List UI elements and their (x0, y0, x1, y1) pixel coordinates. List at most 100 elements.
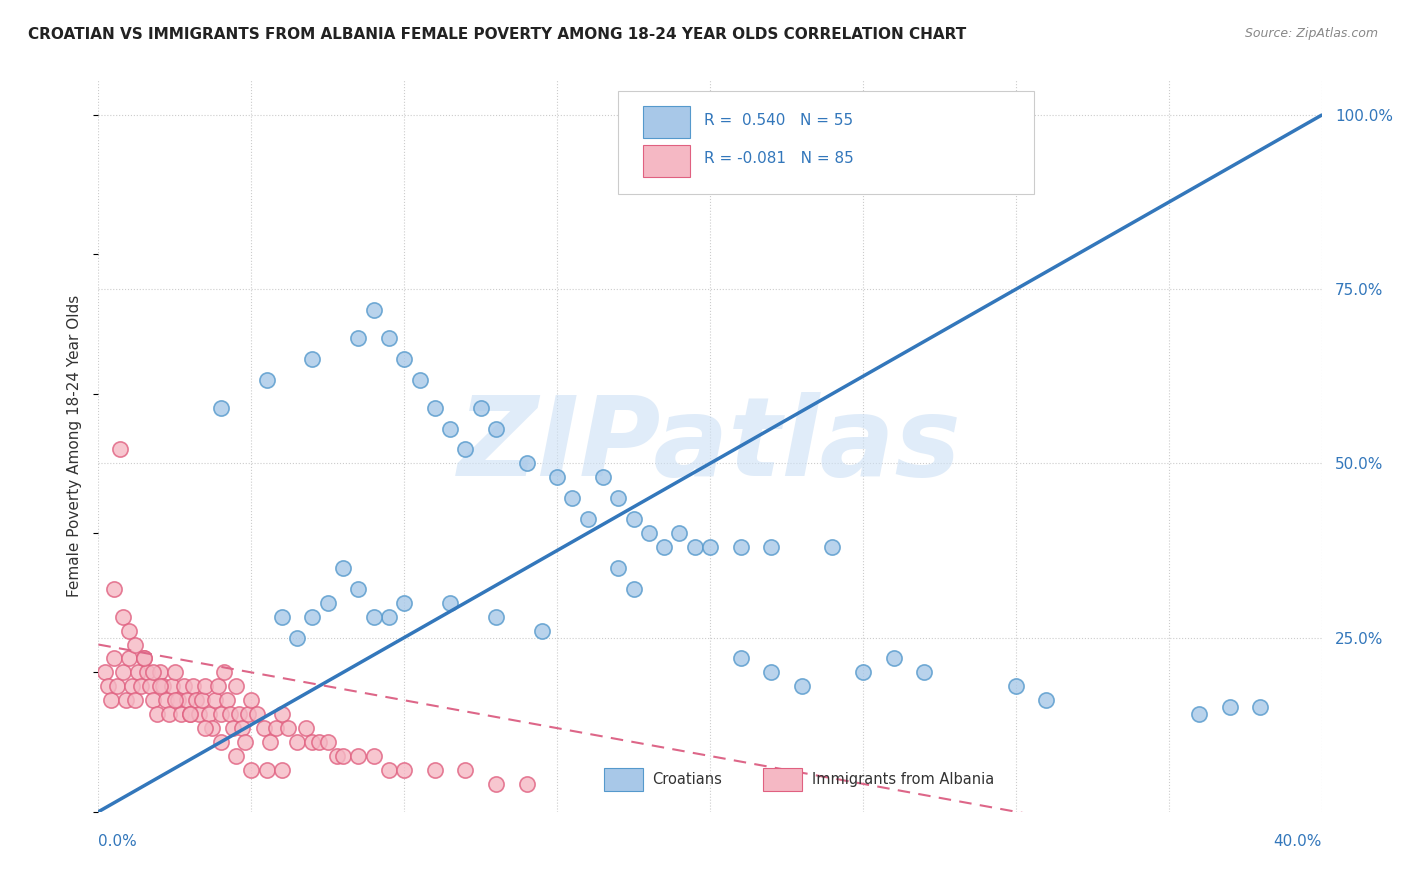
Point (209, 401, 232, 415)
Point (730, 540, 752, 554)
Point (516, 457, 538, 471)
Text: Croatians: Croatians (652, 772, 723, 787)
Point (200, 721, 222, 735)
Point (111, 665, 134, 680)
Point (623, 512, 645, 526)
Point (207, 679, 229, 693)
Point (188, 707, 211, 722)
Text: R = -0.081   N = 85: R = -0.081 N = 85 (704, 151, 853, 166)
Point (197, 707, 219, 722)
Point (423, 401, 446, 415)
Point (129, 679, 152, 693)
Point (127, 665, 149, 680)
Point (100, 693, 122, 707)
FancyBboxPatch shape (619, 91, 1035, 194)
Point (392, 351, 416, 366)
Point (225, 679, 247, 693)
Point (439, 421, 461, 435)
Point (157, 707, 180, 722)
Point (264, 721, 287, 735)
Point (118, 651, 141, 665)
Text: ZIPatlas: ZIPatlas (458, 392, 962, 500)
Point (699, 540, 721, 554)
Point (105, 679, 128, 693)
Point (124, 638, 146, 652)
Point (423, 763, 446, 777)
Point (316, 735, 339, 749)
Point (363, 303, 385, 318)
Point (378, 609, 401, 624)
Point (228, 707, 250, 722)
Point (149, 665, 172, 680)
Point (485, 777, 508, 791)
Point (1188, 707, 1211, 722)
Point (134, 651, 156, 665)
Point (186, 693, 208, 707)
Text: 0.0%: 0.0% (98, 834, 138, 849)
Point (256, 763, 278, 777)
Point (607, 561, 630, 575)
Point (209, 735, 232, 749)
Point (546, 470, 568, 484)
Point (121, 679, 143, 693)
Point (246, 707, 269, 722)
Point (215, 693, 238, 707)
Point (485, 421, 508, 435)
Point (759, 540, 782, 554)
Point (392, 596, 416, 610)
Point (790, 679, 813, 693)
Point (270, 707, 292, 722)
Point (1219, 700, 1241, 714)
Point (149, 679, 172, 693)
Point (118, 624, 141, 638)
Point (759, 665, 782, 680)
Point (170, 707, 193, 722)
Point (209, 707, 232, 722)
Y-axis label: Female Poverty Among 18-24 Year Olds: Female Poverty Among 18-24 Year Olds (67, 295, 83, 597)
Point (163, 665, 186, 680)
Point (363, 749, 385, 764)
Point (222, 721, 245, 735)
Point (285, 631, 308, 645)
Point (124, 693, 146, 707)
Point (454, 763, 477, 777)
Point (233, 735, 256, 749)
Point (592, 470, 614, 484)
Point (194, 679, 217, 693)
Point (103, 651, 125, 665)
Point (301, 609, 323, 624)
Point (623, 582, 645, 596)
Point (912, 665, 935, 680)
Point (163, 693, 186, 707)
Point (347, 582, 370, 596)
Point (173, 679, 195, 693)
Point (97, 679, 120, 693)
Text: 40.0%: 40.0% (1274, 834, 1322, 849)
Text: Source: ZipAtlas.com: Source: ZipAtlas.com (1244, 27, 1378, 40)
Point (103, 582, 125, 596)
Text: CROATIAN VS IMMIGRANTS FROM ALBANIA FEMALE POVERTY AMONG 18-24 YEAR OLDS CORRELA: CROATIAN VS IMMIGRANTS FROM ALBANIA FEMA… (28, 27, 966, 42)
Point (145, 707, 167, 722)
Point (576, 512, 599, 526)
Point (326, 749, 349, 764)
Point (225, 749, 247, 764)
Text: Immigrants from Albania: Immigrants from Albania (811, 772, 994, 787)
Point (134, 651, 156, 665)
Point (252, 721, 274, 735)
Point (238, 707, 260, 722)
Point (212, 665, 235, 680)
Point (378, 331, 401, 345)
Point (179, 707, 201, 722)
Point (240, 763, 263, 777)
Point (1249, 700, 1271, 714)
Point (516, 777, 538, 791)
Point (454, 442, 477, 457)
Point (378, 763, 401, 777)
Point (347, 749, 370, 764)
Point (332, 561, 354, 575)
Point (231, 721, 253, 735)
Point (561, 491, 583, 506)
Point (821, 540, 844, 554)
Point (652, 540, 675, 554)
Point (439, 596, 461, 610)
